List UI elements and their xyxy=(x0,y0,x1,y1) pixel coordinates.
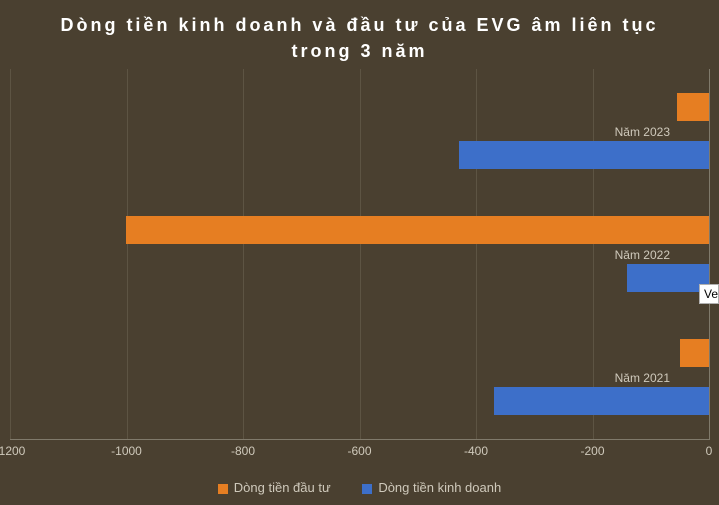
gridline xyxy=(10,69,11,439)
chart-title: Dòng tiền kinh doanh và đầu tư của EVG â… xyxy=(0,0,719,64)
x-tick-label: -1000 xyxy=(111,444,142,458)
x-tick-label: 0 xyxy=(706,444,713,458)
y-axis-zero-line xyxy=(709,69,710,439)
category-label-2021: Năm 2021 xyxy=(590,371,670,385)
category-label-2023: Năm 2023 xyxy=(590,125,670,139)
x-tick-label: -400 xyxy=(464,444,488,458)
bar-kinh-doanh-2022 xyxy=(627,264,709,292)
gridline xyxy=(243,69,244,439)
bar-kinh-doanh-2021 xyxy=(494,387,709,415)
bar-kinh-doanh-2023 xyxy=(459,141,709,169)
legend-swatch-kinh-doanh xyxy=(362,484,372,494)
x-tick-label: -800 xyxy=(231,444,255,458)
x-tick-label: -600 xyxy=(347,444,371,458)
gridline xyxy=(360,69,361,439)
legend-swatch-dau-tu xyxy=(218,484,228,494)
bar-dau-tu-2023 xyxy=(677,93,709,121)
legend-item-kinh-doanh: Dòng tiền kinh doanh xyxy=(362,480,501,495)
bar-dau-tu-2022 xyxy=(126,216,709,244)
x-tick-label: -1200 xyxy=(0,444,25,458)
plot-area: Năm 2023 Năm 2022 Năm 2021 xyxy=(0,69,719,439)
bar-dau-tu-2021 xyxy=(680,339,709,367)
x-axis-line xyxy=(10,439,710,440)
legend-item-dau-tu: Dòng tiền đầu tư xyxy=(218,480,331,495)
gridline xyxy=(476,69,477,439)
x-tick-label: -200 xyxy=(580,444,604,458)
legend-label: Dòng tiền kinh doanh xyxy=(378,480,501,495)
side-marker: Ve xyxy=(699,284,719,304)
legend-label: Dòng tiền đầu tư xyxy=(234,480,331,495)
gridline xyxy=(127,69,128,439)
legend: Dòng tiền đầu tư Dòng tiền kinh doanh xyxy=(0,480,719,495)
category-label-2022: Năm 2022 xyxy=(590,248,670,262)
